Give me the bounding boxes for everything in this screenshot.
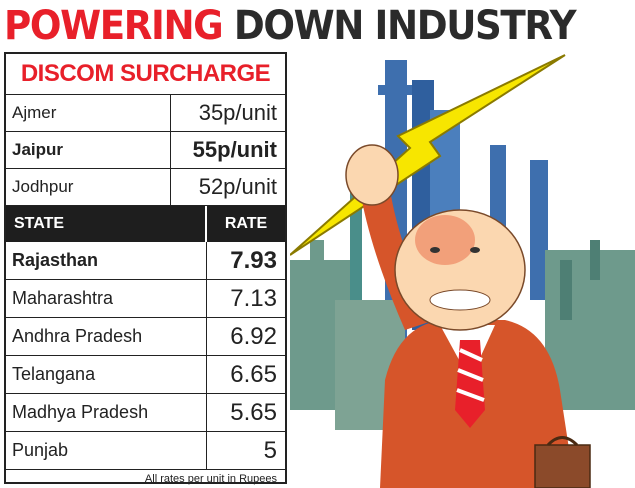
rates-row: Andhra Pradesh 6.92 <box>6 317 285 356</box>
discom-row: Jodhpur 52p/unit <box>6 168 285 206</box>
state-name: Madhya Pradesh <box>6 393 207 432</box>
headline-powering: POWERING <box>4 3 224 49</box>
state-rate: 6.65 <box>206 355 285 394</box>
rates-row: Madhya Pradesh 5.65 <box>6 393 285 432</box>
state-name: Punjab <box>6 431 207 470</box>
discom-value: 52p/unit <box>170 168 285 206</box>
state-name: Rajasthan <box>6 242 207 280</box>
rates-row: Rajasthan 7.93 <box>6 242 285 280</box>
headline: POWERING DOWN INDUSTRY <box>4 2 577 50</box>
state-name: Maharashtra <box>6 279 207 318</box>
data-panel: DISCOM SURCHARGE Ajmer 35p/unit Jaipur 5… <box>4 52 287 485</box>
state-rate: 7.93 <box>206 242 285 280</box>
state-column-header: STATE <box>6 206 207 242</box>
state-rate: 5.65 <box>206 393 285 432</box>
discom-value: 35p/unit <box>170 95 285 132</box>
rates-row: Maharashtra 7.13 <box>6 279 285 318</box>
lightning-bolt-icon <box>290 54 566 256</box>
footnote: All rates per unit in Rupees <box>144 473 277 485</box>
discom-city: Jaipur <box>6 131 171 169</box>
rates-row: Punjab 5 <box>6 431 285 470</box>
rates-table: STATE RATE Rajasthan 7.93 Maharashtra 7.… <box>6 206 285 470</box>
cartoon-illustration <box>290 50 635 488</box>
rates-row: Telangana 6.65 <box>6 355 285 394</box>
state-rate: 5 <box>206 431 285 470</box>
discom-city: Ajmer <box>6 95 171 132</box>
state-rate: 7.13 <box>206 279 285 318</box>
discom-value: 55p/unit <box>170 131 285 169</box>
state-name: Telangana <box>6 355 207 394</box>
rates-header-row: STATE RATE <box>6 206 285 242</box>
discom-row: Ajmer 35p/unit <box>6 95 285 132</box>
discom-table: Ajmer 35p/unit Jaipur 55p/unit Jodhpur 5… <box>6 95 285 206</box>
discom-city: Jodhpur <box>6 168 171 206</box>
headline-down-industry: DOWN INDUSTRY <box>233 3 577 49</box>
state-name: Andhra Pradesh <box>6 317 207 356</box>
businessman-figure <box>345 144 591 488</box>
rate-column-header: RATE <box>206 206 285 242</box>
state-rate: 6.92 <box>206 317 285 356</box>
discom-row: Jaipur 55p/unit <box>6 131 285 169</box>
discom-surcharge-title: DISCOM SURCHARGE <box>6 54 285 95</box>
